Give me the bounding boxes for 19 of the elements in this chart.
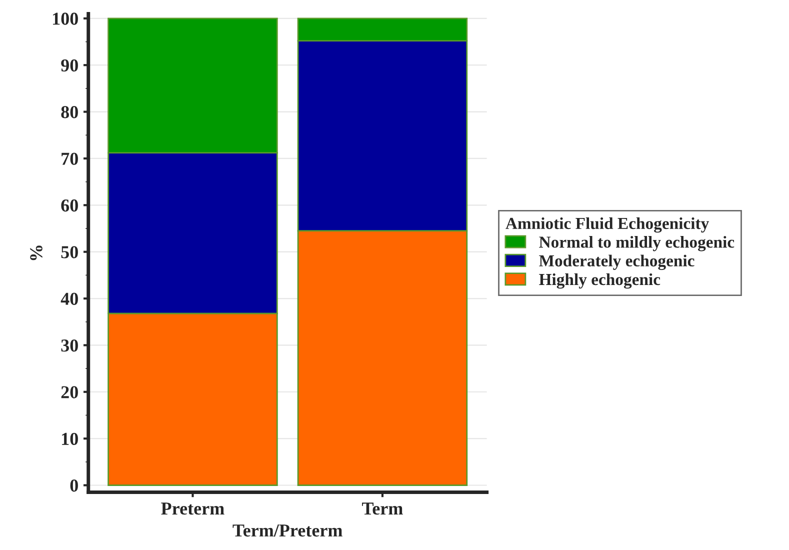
y-tick-label: 60	[61, 199, 78, 212]
legend-label: Moderately echogenic	[539, 254, 694, 270]
x-axis-title: Term/Preterm	[232, 524, 342, 537]
y-tick-label: 10	[62, 432, 78, 446]
y-tick-label: 50	[61, 246, 78, 258]
legend-label: Highly echogenic	[539, 273, 660, 289]
y-tick-label: 0	[70, 480, 78, 492]
y-tick-label: 30	[61, 339, 78, 352]
y-tick-label: 70	[62, 152, 78, 165]
y-axis-title: %	[30, 246, 42, 260]
legend-label: Normal to mildly echogenic	[539, 236, 734, 252]
legend-title: Amniotic Fluid Echogenicity	[506, 217, 709, 233]
y-tick-label: 100	[53, 12, 78, 25]
y-tick-label: 90	[61, 59, 78, 72]
x-tick-label: Preterm	[161, 502, 224, 515]
y-tick-label: 40	[60, 292, 78, 305]
x-tick-label: Term	[362, 502, 403, 515]
y-tick-label: 80	[61, 106, 78, 118]
y-tick-label: 20	[61, 386, 78, 398]
